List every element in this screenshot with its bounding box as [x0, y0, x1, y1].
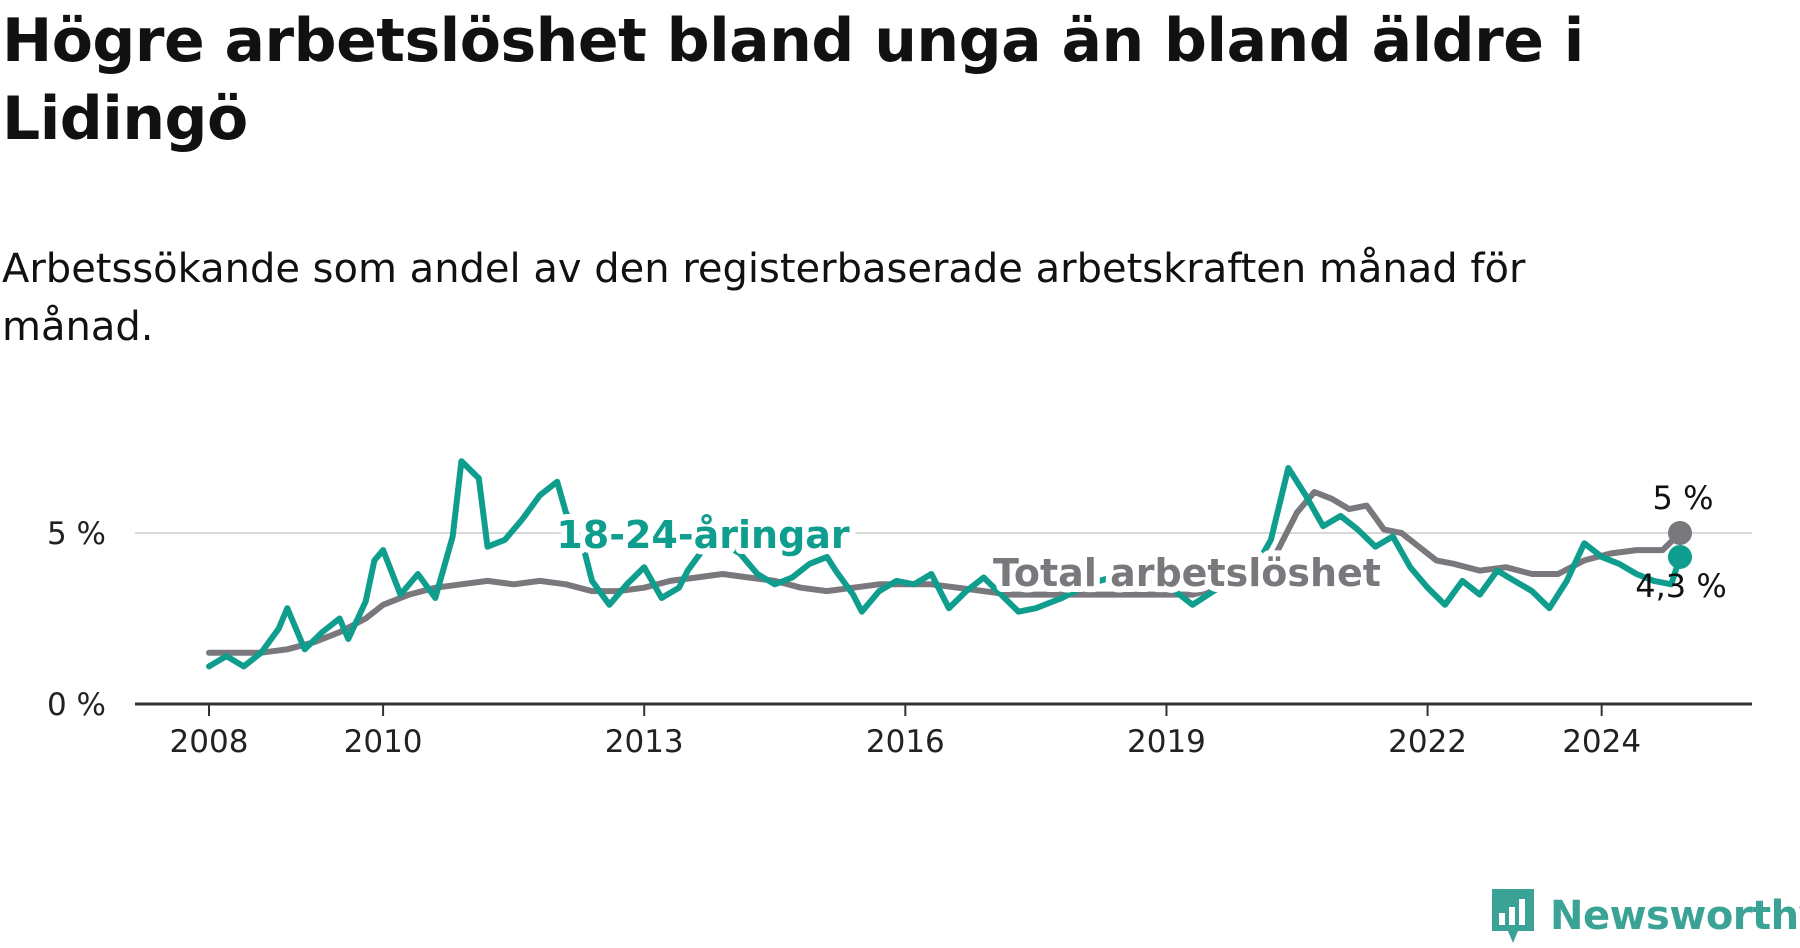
x-tick-label: 2013 [605, 724, 684, 760]
series-line-total [206, 489, 1683, 656]
newsworthy-logo-text: Newsworthy [1550, 893, 1800, 939]
end-marker-youth [1668, 544, 1692, 569]
y-tick-label: 0 % [47, 687, 106, 723]
y-tick-label: 5 % [47, 516, 106, 552]
chart-title: Högre arbetslöshet bland unga än bland ä… [2, 6, 1584, 154]
series-label-total: Total arbetslöshet [993, 551, 1381, 595]
end-label-total: 5 % [1653, 479, 1714, 517]
x-tick-label: 2019 [1127, 724, 1206, 760]
series-line-youth [206, 458, 1683, 670]
series-label-youth: 18-24-åringar [556, 513, 850, 557]
x-tick-label: 2024 [1562, 724, 1641, 760]
x-tick-label: 2008 [170, 724, 249, 760]
chart-subtitle: Arbetssökande som andel av den registerb… [2, 246, 1526, 350]
x-tick-label: 2010 [344, 724, 423, 760]
end-marker-total [1668, 521, 1692, 545]
x-tick-label: 2016 [866, 724, 945, 760]
x-tick-label: 2022 [1388, 724, 1467, 760]
axis-layer: 0 % 5 % 2008 2010 2013 2016 2019 2022 2024 [47, 516, 1752, 760]
series-layer [206, 458, 1692, 670]
end-label-youth: 4,3 % [1635, 567, 1726, 605]
newsworthy-logo-icon [1492, 889, 1534, 943]
label-layer: 5 % 4,3 % 18-24-åringar Total arbetslöshet [550, 479, 1726, 605]
newsworthy-logo: Newsworthy [1488, 886, 1800, 946]
